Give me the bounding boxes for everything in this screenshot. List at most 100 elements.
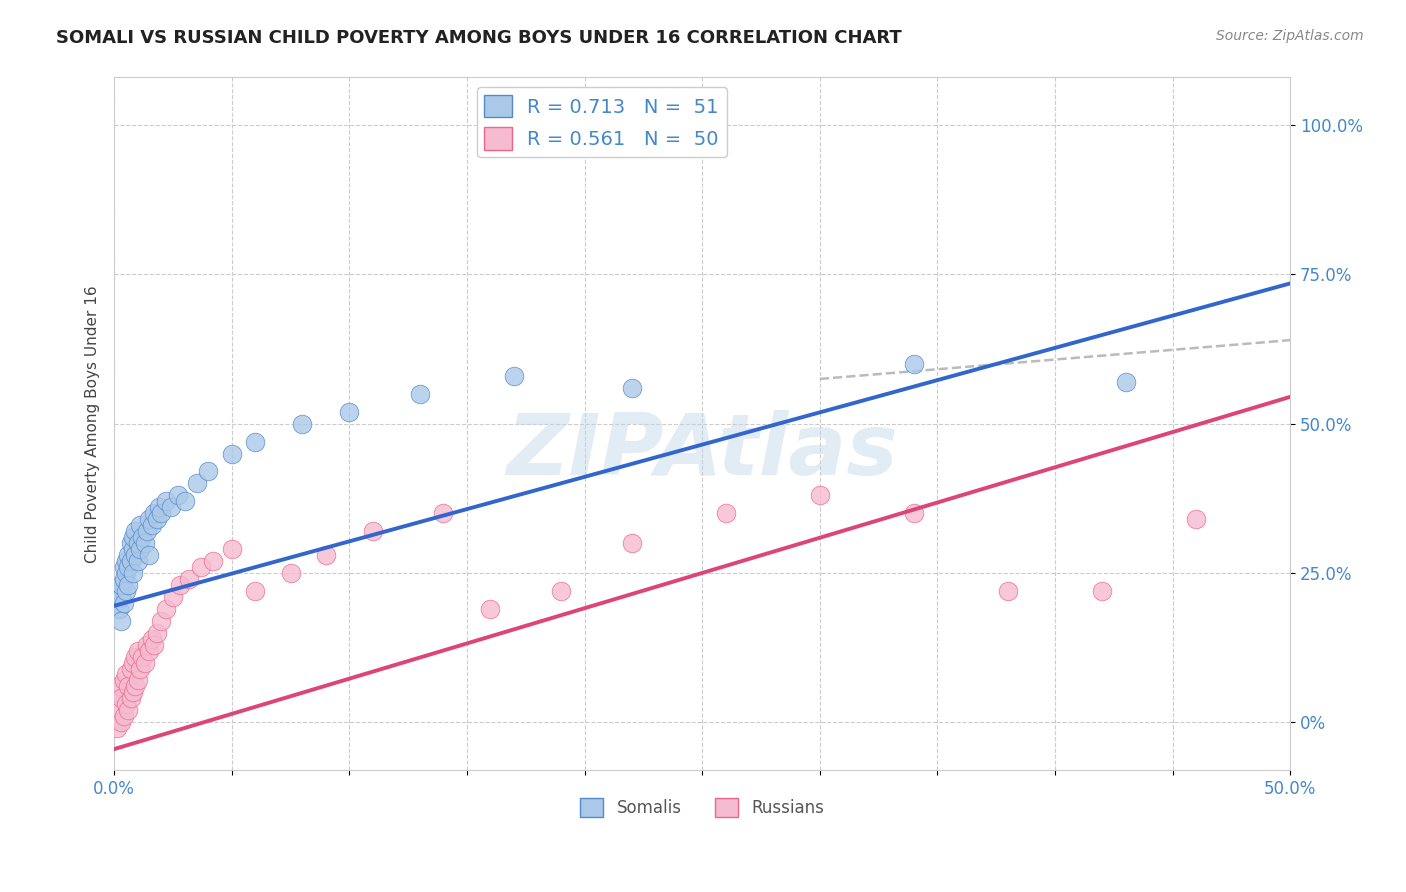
Point xyxy=(1185,512,1208,526)
Point xyxy=(620,381,643,395)
Point xyxy=(166,488,188,502)
Point xyxy=(190,560,212,574)
Point xyxy=(337,405,360,419)
Point xyxy=(105,721,128,735)
Point xyxy=(134,536,156,550)
Point xyxy=(117,680,139,694)
Point xyxy=(127,673,149,688)
Point xyxy=(108,703,131,717)
Point xyxy=(129,661,152,675)
Point xyxy=(155,602,177,616)
Point xyxy=(127,554,149,568)
Point xyxy=(714,506,737,520)
Point xyxy=(115,698,138,712)
Point xyxy=(903,357,925,371)
Point xyxy=(432,506,454,520)
Point xyxy=(186,476,208,491)
Point xyxy=(179,572,201,586)
Point xyxy=(138,548,160,562)
Point xyxy=(143,506,166,520)
Point xyxy=(221,446,243,460)
Point xyxy=(129,542,152,557)
Point xyxy=(808,488,831,502)
Point xyxy=(997,583,1019,598)
Point xyxy=(134,656,156,670)
Point xyxy=(124,548,146,562)
Point xyxy=(138,643,160,657)
Point xyxy=(115,583,138,598)
Point xyxy=(127,643,149,657)
Point xyxy=(105,685,128,699)
Point xyxy=(550,583,572,598)
Point xyxy=(148,500,170,515)
Point xyxy=(173,494,195,508)
Text: SOMALI VS RUSSIAN CHILD POVERTY AMONG BOYS UNDER 16 CORRELATION CHART: SOMALI VS RUSSIAN CHILD POVERTY AMONG BO… xyxy=(56,29,903,46)
Point xyxy=(115,566,138,580)
Point xyxy=(124,524,146,538)
Point xyxy=(108,602,131,616)
Point xyxy=(315,548,337,562)
Point xyxy=(197,465,219,479)
Text: ZIPAtlas: ZIPAtlas xyxy=(506,410,898,493)
Point xyxy=(110,715,132,730)
Point xyxy=(1091,583,1114,598)
Point xyxy=(105,596,128,610)
Point xyxy=(110,691,132,706)
Point xyxy=(169,578,191,592)
Point xyxy=(150,614,173,628)
Point xyxy=(127,536,149,550)
Point xyxy=(361,524,384,538)
Point xyxy=(122,530,145,544)
Point xyxy=(120,554,142,568)
Point xyxy=(245,434,267,449)
Point xyxy=(124,680,146,694)
Point xyxy=(129,518,152,533)
Point xyxy=(122,656,145,670)
Point xyxy=(117,578,139,592)
Point xyxy=(120,536,142,550)
Point xyxy=(131,649,153,664)
Point xyxy=(108,680,131,694)
Point xyxy=(141,518,163,533)
Point xyxy=(131,530,153,544)
Point xyxy=(112,673,135,688)
Point xyxy=(112,560,135,574)
Point xyxy=(221,542,243,557)
Point xyxy=(117,548,139,562)
Point xyxy=(479,602,502,616)
Point xyxy=(115,667,138,681)
Point xyxy=(136,524,159,538)
Point xyxy=(112,572,135,586)
Point xyxy=(112,596,135,610)
Point xyxy=(120,661,142,675)
Point xyxy=(503,368,526,383)
Point xyxy=(245,583,267,598)
Point xyxy=(115,554,138,568)
Point xyxy=(112,709,135,723)
Text: Source: ZipAtlas.com: Source: ZipAtlas.com xyxy=(1216,29,1364,43)
Point xyxy=(162,590,184,604)
Point xyxy=(159,500,181,515)
Point xyxy=(150,506,173,520)
Point xyxy=(124,649,146,664)
Point xyxy=(280,566,302,580)
Point xyxy=(110,578,132,592)
Point xyxy=(145,512,167,526)
Point xyxy=(122,542,145,557)
Point xyxy=(620,536,643,550)
Point xyxy=(117,703,139,717)
Legend: Somalis, Russians: Somalis, Russians xyxy=(574,791,831,824)
Y-axis label: Child Poverty Among Boys Under 16: Child Poverty Among Boys Under 16 xyxy=(86,285,100,563)
Point xyxy=(155,494,177,508)
Point xyxy=(141,632,163,646)
Point xyxy=(122,566,145,580)
Point xyxy=(143,638,166,652)
Point xyxy=(110,590,132,604)
Point xyxy=(903,506,925,520)
Point xyxy=(117,560,139,574)
Point xyxy=(110,614,132,628)
Point xyxy=(1115,375,1137,389)
Point xyxy=(138,512,160,526)
Point xyxy=(145,625,167,640)
Point xyxy=(108,583,131,598)
